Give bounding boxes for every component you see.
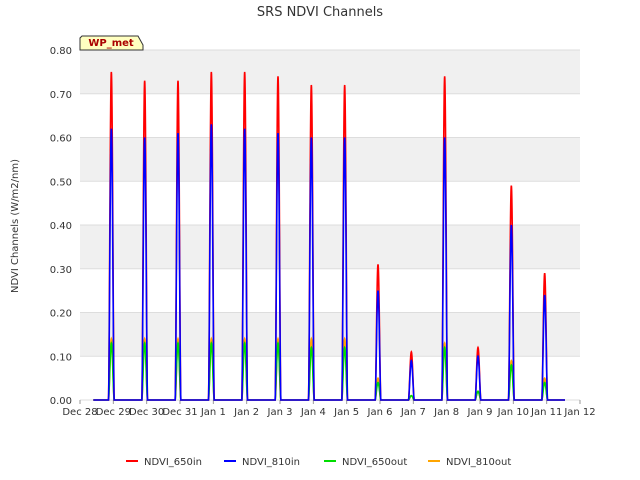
y-tick-label: 0.40: [50, 221, 72, 232]
x-tick-label: Dec 30: [129, 407, 164, 418]
y-tick-label: 0.60: [50, 134, 72, 145]
x-tick-label: Jan 10: [497, 407, 529, 418]
series-layer: [93, 71, 565, 401]
plot-band: [80, 225, 580, 269]
x-tick-label: Jan 9: [467, 407, 493, 418]
y-tick-label: 0.50: [50, 177, 72, 188]
y-tick-label: 0.20: [50, 309, 72, 320]
station-badge: WP_met: [79, 35, 144, 51]
y-tick-label: 0.30: [50, 265, 72, 276]
x-tick-label: Jan 2: [233, 407, 259, 418]
legend-label: NDVI_810out: [446, 457, 511, 468]
x-tick-label: Dec 28: [62, 407, 97, 418]
x-tick-label: Jan 11: [530, 407, 562, 418]
y-tick-label: 0.00: [50, 396, 72, 407]
x-tick-label: Jan 3: [267, 407, 293, 418]
x-tick-label: Jan 6: [367, 407, 393, 418]
series-line-ndvi_810in: [93, 124, 565, 401]
legend-label: NDVI_650in: [144, 457, 202, 468]
plot-band: [80, 312, 580, 357]
y-tick-label: 0.70: [50, 90, 72, 101]
x-tick-label: Jan 1: [200, 407, 226, 418]
y-tick-label: 0.10: [50, 352, 72, 363]
y-tick-label: 0.80: [50, 46, 72, 57]
x-tick-label: Jan 12: [563, 407, 595, 418]
plot-band: [80, 137, 580, 182]
x-tick-label: Jan 4: [300, 407, 326, 418]
chart-title: SRS NDVI Channels: [257, 5, 383, 20]
x-tick-label: Jan 8: [433, 407, 459, 418]
station-badge-label: WP_met: [88, 38, 134, 49]
plot-band: [80, 50, 580, 94]
y-axis: 0.00 0.10 0.20 0.30 0.40 0.50 0.60 0.70 0.80: [50, 46, 580, 407]
x-tick-label: Dec 29: [96, 407, 131, 418]
legend-label: NDVI_810in: [242, 457, 300, 468]
x-tick-label: Jan 7: [400, 407, 426, 418]
y-axis-label: NDVI Channels (W/m2/nm): [10, 159, 21, 293]
legend-label: NDVI_650out: [342, 457, 407, 468]
x-tick-label: Jan 5: [333, 407, 359, 418]
legend: NDVI_650in NDVI_810in NDVI_650out NDVI_810o…: [126, 457, 511, 468]
x-tick-label: Dec 31: [162, 407, 197, 418]
